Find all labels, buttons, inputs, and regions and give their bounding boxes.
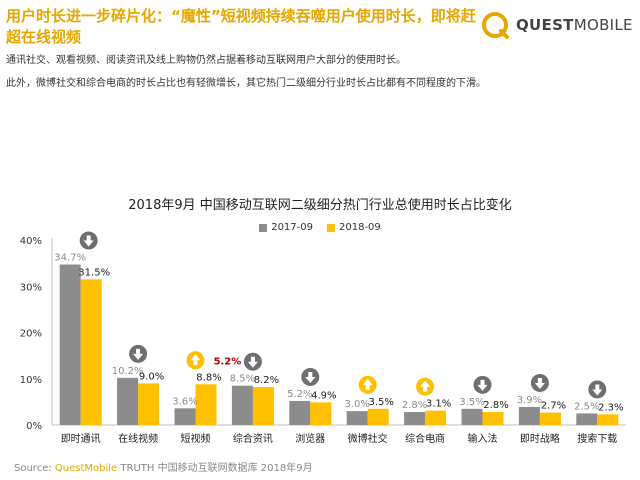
source-text: TRUTH 中国移动互联网数据库 2018年9月 <box>120 463 313 474</box>
brand-logo: QUESTMOBILE <box>480 10 633 40</box>
questmobile-logo-icon <box>482 12 509 39</box>
bar-2018 <box>195 384 217 425</box>
data-label-2018: 9.0% <box>139 371 164 382</box>
source-note: Source: QuestMobile TRUTH 中国移动互联网数据库 201… <box>14 459 313 474</box>
bar-2017 <box>231 385 253 425</box>
bar-2018 <box>482 412 504 425</box>
data-label-2017: 3.9% <box>517 395 542 406</box>
data-label-2017: 5.2% <box>287 389 312 400</box>
y-tick-label: 30% <box>20 282 42 293</box>
data-label-2017: 3.6% <box>172 396 197 407</box>
x-tick-label: 即时战略 <box>520 432 560 445</box>
legend-label-2017: 2017-09 <box>271 222 313 233</box>
data-label-2018: 31.5% <box>78 267 110 278</box>
intro-paragraph-2: 此外，微博社交和综合电商的时长占比也有轻微增长，其它热门二级细分行业时长占比都有… <box>6 78 486 89</box>
down-arrow-icon <box>79 231 98 250</box>
data-label-2017: 3.5% <box>459 397 484 408</box>
brand-name: QUESTMOBILE <box>516 16 633 34</box>
bar-2018 <box>425 410 447 425</box>
data-label-2017: 34.7% <box>54 253 86 264</box>
down-arrow-icon <box>473 375 492 394</box>
bar-2017 <box>174 408 196 425</box>
highlight-annotation: 5.2% <box>214 356 242 367</box>
data-label-2018: 3.1% <box>426 399 451 410</box>
down-arrow-icon <box>301 367 320 386</box>
up-arrow-icon <box>358 375 377 394</box>
data-label-2018: 2.3% <box>598 402 623 413</box>
headline: 用户时长进一步碎片化：“魔性”短视频持续吞噬用户使用时长，即将赶超在线视频 <box>6 7 476 46</box>
x-tick-label: 在线视频 <box>118 432 158 445</box>
data-label-2018: 4.9% <box>311 390 336 401</box>
down-arrow-icon <box>243 352 262 371</box>
x-tick-label: 微博社交 <box>348 432 388 445</box>
x-tick-label: 输入法 <box>468 432 498 445</box>
data-label-2018: 2.7% <box>541 401 566 412</box>
data-label-2017: 2.8% <box>402 400 427 411</box>
y-tick-label: 0% <box>26 421 42 432</box>
bar-2017 <box>59 264 81 425</box>
up-arrow-icon <box>416 377 435 396</box>
bar-2018 <box>597 414 619 425</box>
chart-legend: 2017-09 2018-09 <box>0 222 640 233</box>
y-tick-label: 20% <box>20 329 42 340</box>
x-tick-label: 即时通讯 <box>61 433 101 445</box>
data-label-2017: 3.0% <box>344 399 369 410</box>
y-tick-label: 10% <box>20 375 42 386</box>
y-tick-label: 40% <box>20 236 42 247</box>
bar-2017 <box>117 377 139 425</box>
x-tick-label: 综合资讯 <box>233 432 273 445</box>
data-label-2017: 8.5% <box>230 374 255 385</box>
source-prefix: Source: <box>14 463 52 474</box>
legend-item-2018: 2018-09 <box>327 222 381 233</box>
x-tick-label: 浏览器 <box>295 432 325 445</box>
bar-2018 <box>367 408 389 425</box>
bar-2017 <box>404 412 426 425</box>
chart-title: 2018年9月 中国移动互联网二级细分热门行业总使用时长占比变化 <box>128 198 512 213</box>
bar-2017 <box>289 400 311 425</box>
legend-swatch-2017 <box>259 223 268 232</box>
data-label-2018: 2.8% <box>483 400 508 411</box>
bar-2017 <box>576 413 598 425</box>
bar-2018 <box>310 402 332 425</box>
down-arrow-icon <box>588 380 607 399</box>
bar-2018 <box>80 279 102 425</box>
x-tick-label: 搜索下载 <box>577 432 617 445</box>
data-label-2018: 8.2% <box>254 375 279 386</box>
up-arrow-icon <box>186 351 205 370</box>
x-tick-label: 短视频 <box>181 432 211 445</box>
down-arrow-icon <box>129 344 148 363</box>
data-label-2018: 8.8% <box>196 372 221 383</box>
bar-2018 <box>252 387 274 425</box>
bar-2017 <box>518 406 540 425</box>
data-label-2017: 10.2% <box>112 366 144 377</box>
legend-item-2017: 2017-09 <box>259 222 313 233</box>
bar-2018 <box>539 412 561 425</box>
legend-swatch-2018 <box>327 223 335 232</box>
down-arrow-icon <box>530 373 549 392</box>
data-label-2017: 2.5% <box>574 401 599 412</box>
bar-2017 <box>461 408 483 425</box>
x-tick-label: 综合电商 <box>405 432 445 445</box>
bar-2017 <box>346 411 368 425</box>
intro-paragraph-1: 通讯社交、观看视频、阅读资讯及线上购物仍然占据着移动互联网用户大部分的使用时长。 <box>6 55 406 66</box>
source-brand: QuestMobile <box>54 463 118 474</box>
data-label-2018: 3.5% <box>368 397 393 408</box>
bar-2018 <box>138 383 160 425</box>
legend-label-2018: 2018-09 <box>339 222 381 233</box>
